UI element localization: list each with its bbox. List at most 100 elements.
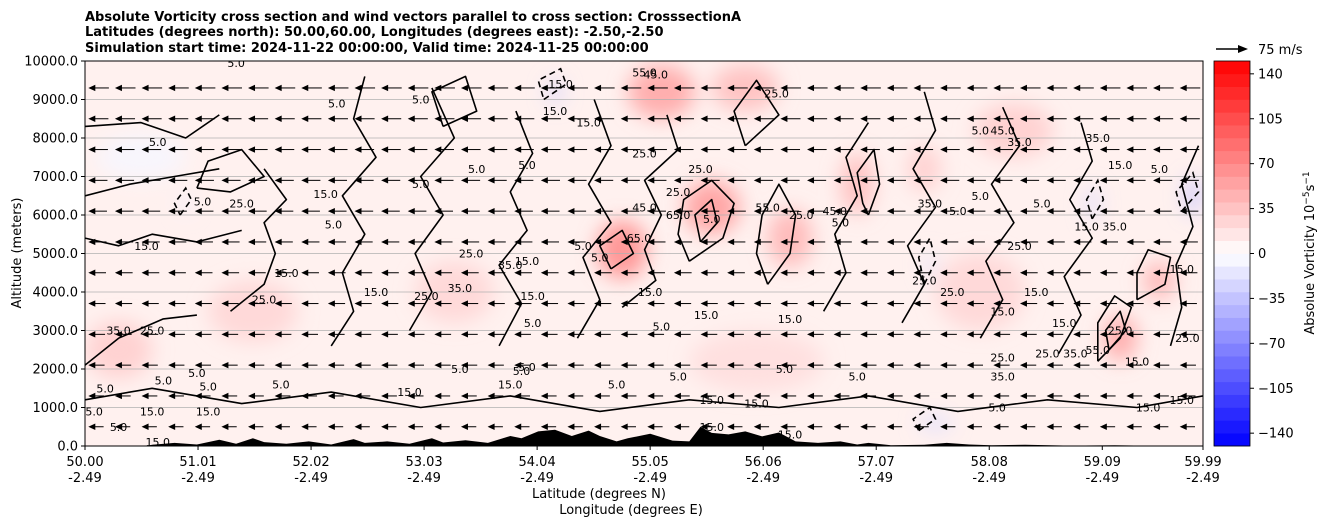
wind-vector-head xyxy=(780,238,788,246)
wind-vector-head xyxy=(248,146,256,153)
wind-vector-head xyxy=(673,423,681,430)
contour-label: 15.0 xyxy=(196,405,221,418)
wind-vector-head xyxy=(807,84,815,92)
contour-label: 15.0 xyxy=(699,394,724,407)
wind-vector-head xyxy=(301,238,309,246)
colorbar-band xyxy=(1214,381,1250,395)
wind-vector-head xyxy=(1126,300,1134,307)
wind-vector-head xyxy=(833,177,841,184)
wind-vector-head xyxy=(940,361,948,369)
wind-vector-head xyxy=(1179,300,1187,307)
y-tick-label: 6000.0 xyxy=(33,209,79,224)
contour-label: 25.0 xyxy=(1175,332,1200,345)
wind-vector-head xyxy=(1153,300,1161,307)
wind-vector-head xyxy=(487,361,495,369)
wind-vector-head xyxy=(354,238,362,246)
wind-vector-head xyxy=(753,269,761,276)
wind-vector-head xyxy=(807,115,815,122)
wind-vector-head xyxy=(647,177,655,184)
wind-vector-head xyxy=(460,146,468,153)
contour-line xyxy=(755,183,797,285)
wind-vector-head xyxy=(114,423,122,430)
wind-vector-head xyxy=(1153,207,1161,215)
wind-vector-head xyxy=(487,115,495,122)
wind-vector-head xyxy=(1099,269,1107,276)
colorbar-tick-label: 70 xyxy=(1258,157,1275,172)
wind-vector-head xyxy=(1153,238,1161,246)
y-tick-label: 7000.0 xyxy=(33,170,79,185)
wind-vector-head xyxy=(248,115,256,122)
wind-vector-head xyxy=(1153,392,1161,400)
wind-vector-head xyxy=(381,423,389,430)
wind-vector-head xyxy=(1019,146,1027,153)
wind-vector-head xyxy=(1073,300,1081,307)
wind-vector-head xyxy=(301,269,309,276)
wind-vector-head xyxy=(1179,238,1187,246)
wind-vector-head xyxy=(301,331,309,338)
y-tick-label: 5000.0 xyxy=(33,247,79,262)
wind-vector-head xyxy=(913,207,921,215)
wind-vector-head xyxy=(753,423,761,430)
colorbar-band xyxy=(1214,176,1250,190)
y-tick-label: 2000.0 xyxy=(33,363,79,378)
wind-vector-head xyxy=(381,146,389,153)
contour-line xyxy=(229,168,288,312)
wind-vector-head xyxy=(1179,392,1187,400)
contour-label: 5.0 xyxy=(227,57,245,70)
wind-vector-head xyxy=(274,392,282,400)
vorticity-blob xyxy=(925,251,935,279)
contour-line-negative xyxy=(1085,178,1105,220)
y-axis-label: Altitude (meters) xyxy=(10,198,25,309)
wind-vector-head xyxy=(833,361,841,369)
wind-vector-head xyxy=(407,146,415,153)
wind-vector-head xyxy=(886,361,894,369)
wind-vector-head xyxy=(301,207,309,215)
wind-vector-head xyxy=(301,177,309,184)
contour-label: 15.0 xyxy=(548,78,573,91)
wind-vector-head xyxy=(114,269,122,276)
wind-vector-head xyxy=(860,269,868,276)
wind-vector-head xyxy=(221,392,229,400)
wind-vector-head xyxy=(540,207,548,215)
wind-vector-head xyxy=(620,300,628,307)
wind-vector-head xyxy=(514,207,522,215)
wind-vector-head xyxy=(354,115,362,122)
contour-label: 5.0 xyxy=(848,371,866,384)
contour-label: 25.0 xyxy=(990,351,1015,364)
contour-label: 5.0 xyxy=(1151,163,1169,176)
wind-vector-head xyxy=(514,177,522,184)
wind-vector-head xyxy=(700,300,708,307)
colorbar-band xyxy=(1214,394,1250,408)
wind-vector-head xyxy=(301,146,309,153)
x-tick-label-lat: 59.99 xyxy=(1184,455,1221,470)
wind-vector-head xyxy=(141,238,149,246)
wind-vector-head xyxy=(514,146,522,153)
x-tick-label-lat: 51.01 xyxy=(179,455,216,470)
wind-vector-head xyxy=(114,300,122,307)
contour-line xyxy=(979,106,1021,339)
wind-vector-head xyxy=(407,331,415,338)
wind-vector-head xyxy=(1019,238,1027,246)
wind-vector-head xyxy=(274,269,282,276)
contour-label: 5.0 xyxy=(776,363,794,376)
wind-vector-head xyxy=(966,300,974,307)
contour-label: 5.0 xyxy=(513,365,531,378)
wind-vector-head xyxy=(88,392,96,400)
wind-vector-head xyxy=(248,269,256,276)
wind-vector-head xyxy=(567,300,575,307)
wind-vector-head xyxy=(860,115,868,122)
wind-vector-head xyxy=(301,84,309,92)
contour-label: 5.0 xyxy=(110,421,128,434)
wind-vector-head xyxy=(514,392,522,400)
wind-vector-head xyxy=(780,392,788,400)
wind-vector-head xyxy=(700,392,708,400)
wind-vector-head xyxy=(168,177,176,184)
wind-vector-head xyxy=(940,115,948,122)
wind-vector-head xyxy=(327,207,335,215)
wind-vector-head xyxy=(886,207,894,215)
wind-vector-head xyxy=(673,115,681,122)
wind-vector-head xyxy=(487,238,495,246)
wind-vector-head xyxy=(407,207,415,215)
wind-vector-head xyxy=(487,269,495,276)
y-tick-label: 10000.0 xyxy=(24,55,78,70)
